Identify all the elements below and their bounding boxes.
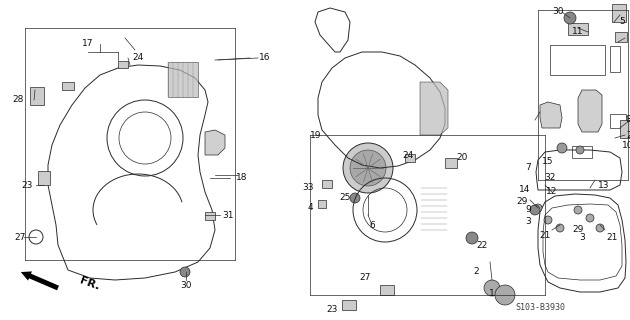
Bar — [550, 45, 605, 75]
Text: 33: 33 — [302, 183, 314, 193]
Circle shape — [586, 214, 594, 222]
Text: FR.: FR. — [78, 276, 101, 292]
Text: 7: 7 — [525, 164, 531, 172]
Text: 12: 12 — [546, 188, 558, 196]
Text: 8: 8 — [625, 116, 630, 124]
Text: 3: 3 — [525, 218, 531, 227]
Text: 27: 27 — [14, 233, 26, 242]
Text: 19: 19 — [310, 131, 322, 140]
Polygon shape — [578, 90, 602, 132]
Text: 1: 1 — [489, 290, 495, 299]
Circle shape — [534, 204, 542, 212]
Text: 31: 31 — [222, 211, 234, 220]
Text: 3: 3 — [579, 234, 585, 243]
Circle shape — [530, 205, 540, 215]
Text: 21: 21 — [606, 234, 617, 243]
Circle shape — [350, 193, 360, 203]
Circle shape — [574, 206, 582, 214]
Text: 9: 9 — [525, 205, 531, 214]
Bar — [38, 171, 50, 185]
Bar — [205, 212, 215, 220]
Bar — [318, 200, 326, 208]
Text: 6: 6 — [369, 220, 375, 229]
Bar — [610, 114, 626, 128]
Bar — [445, 158, 457, 168]
Text: 18: 18 — [236, 173, 248, 182]
Bar — [405, 154, 415, 162]
Bar — [610, 46, 620, 72]
Circle shape — [484, 280, 500, 296]
Text: 22: 22 — [476, 241, 488, 250]
Text: 29: 29 — [572, 226, 583, 235]
Text: 17: 17 — [83, 39, 94, 49]
Text: 11: 11 — [572, 28, 584, 36]
Text: 25: 25 — [340, 194, 351, 203]
Text: 24: 24 — [403, 150, 414, 159]
FancyArrow shape — [21, 271, 59, 290]
Bar — [62, 82, 74, 90]
Bar — [612, 4, 626, 22]
Circle shape — [350, 150, 386, 186]
Bar — [380, 285, 394, 295]
Circle shape — [596, 224, 604, 232]
Polygon shape — [540, 102, 562, 128]
Text: 20: 20 — [456, 154, 467, 163]
Text: 15: 15 — [542, 157, 554, 166]
Text: 13: 13 — [598, 180, 610, 189]
Bar — [30, 87, 44, 105]
Text: 24: 24 — [132, 53, 144, 62]
Text: 27: 27 — [359, 274, 370, 283]
Text: 30: 30 — [553, 7, 564, 17]
Text: 10: 10 — [622, 140, 630, 149]
Text: 29: 29 — [517, 197, 528, 206]
Text: 5: 5 — [619, 18, 625, 27]
Text: 26: 26 — [626, 131, 630, 140]
Bar — [168, 62, 198, 97]
Polygon shape — [420, 82, 448, 135]
Text: 30: 30 — [180, 281, 192, 290]
Text: 14: 14 — [519, 186, 530, 195]
Text: 21: 21 — [539, 230, 551, 239]
Circle shape — [343, 143, 393, 193]
Bar — [615, 32, 627, 42]
Text: S103-B3930: S103-B3930 — [515, 303, 565, 313]
Bar — [342, 300, 356, 310]
Text: 4: 4 — [307, 204, 313, 212]
Circle shape — [544, 216, 552, 224]
Bar — [620, 120, 630, 138]
Circle shape — [576, 146, 584, 154]
Text: 23: 23 — [326, 306, 338, 315]
Circle shape — [466, 232, 478, 244]
Circle shape — [556, 224, 564, 232]
Polygon shape — [205, 130, 225, 155]
Text: 28: 28 — [13, 95, 24, 105]
Text: 23: 23 — [21, 180, 33, 189]
Bar — [572, 146, 592, 158]
Text: 16: 16 — [260, 53, 271, 62]
Text: 2: 2 — [473, 268, 479, 276]
Bar — [322, 180, 332, 188]
Text: 32: 32 — [544, 173, 556, 182]
Circle shape — [557, 143, 567, 153]
Bar — [118, 61, 128, 68]
Circle shape — [495, 285, 515, 305]
Circle shape — [564, 12, 576, 24]
Bar — [568, 23, 588, 35]
Circle shape — [180, 267, 190, 277]
